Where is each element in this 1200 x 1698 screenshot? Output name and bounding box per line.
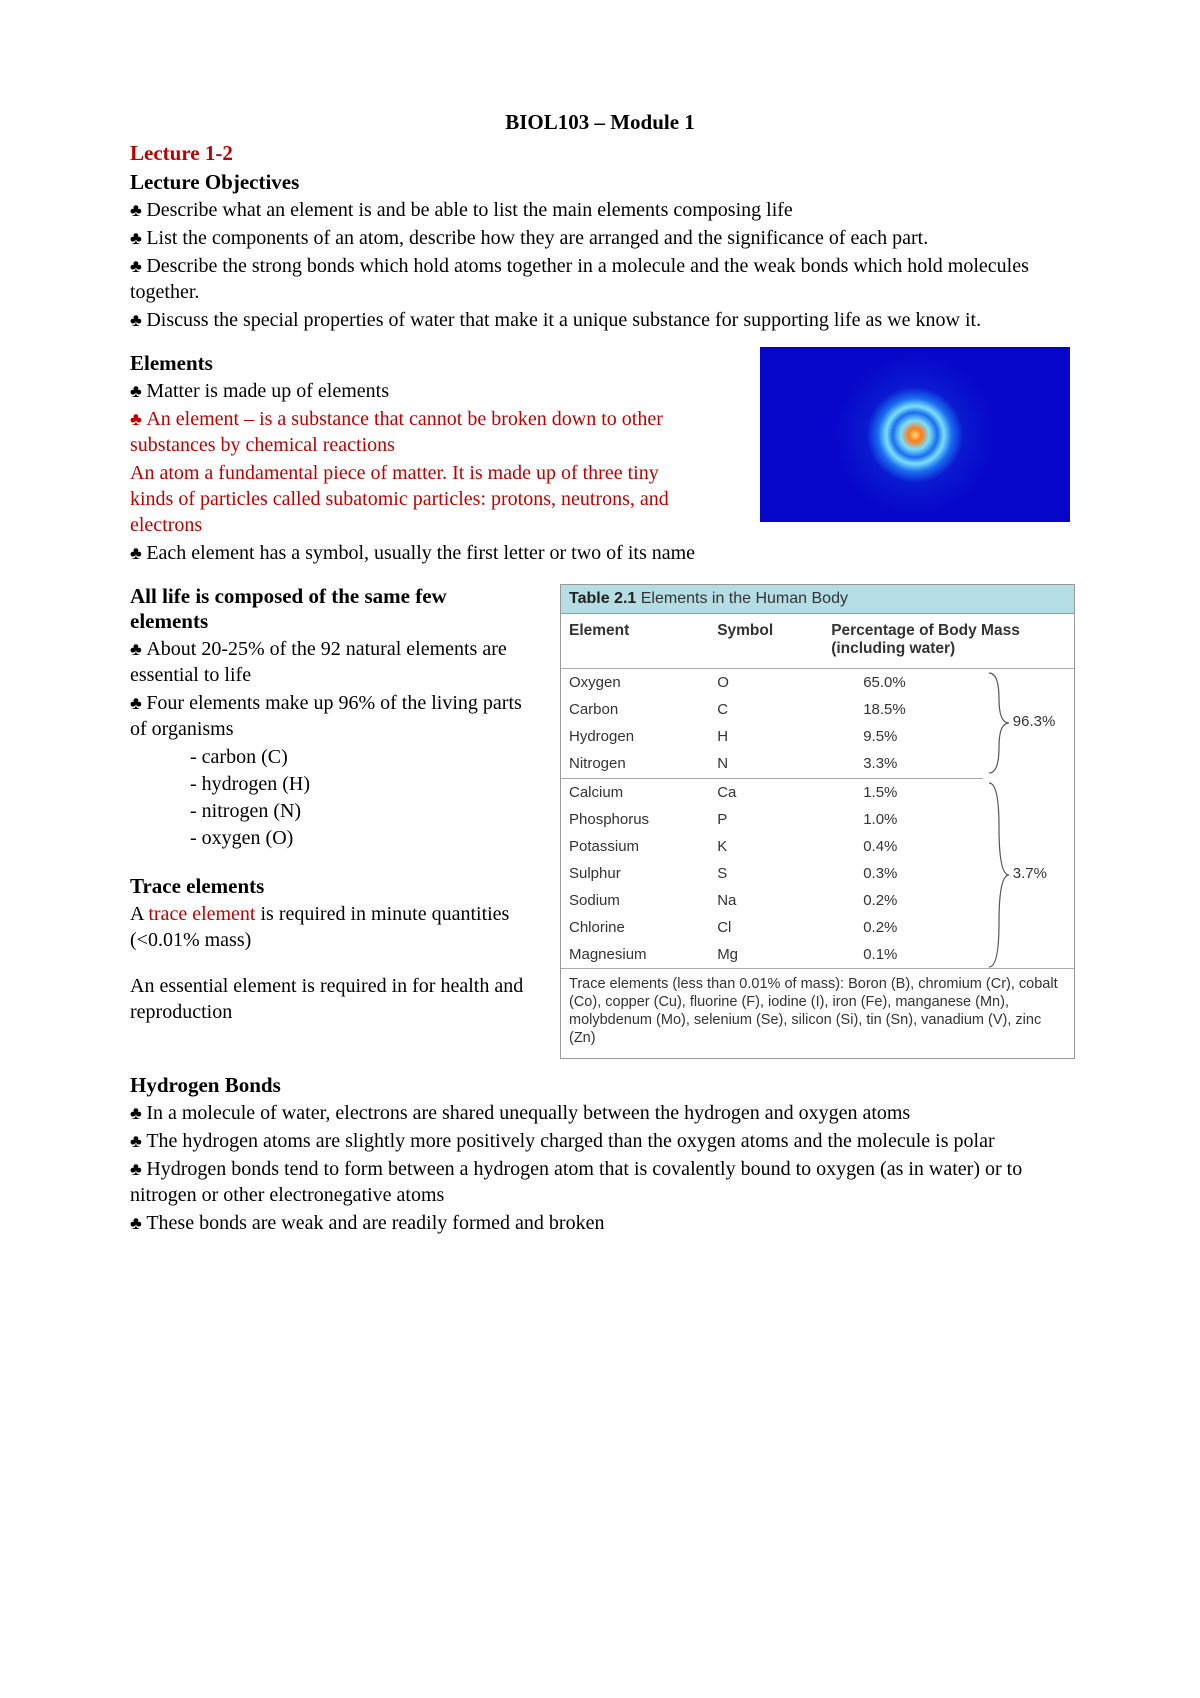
text-fragment: A [130, 903, 148, 925]
list-item: oxygen (O) [190, 825, 530, 852]
hbonds-bullet: Hydrogen bonds tend to form between a hy… [130, 1156, 1070, 1208]
col-header-element: Element [561, 614, 709, 669]
list-item: nitrogen (N) [190, 798, 530, 825]
col-header-symbol: Symbol [709, 614, 823, 669]
hbonds-bullet: These bonds are weak and are readily for… [130, 1210, 1070, 1236]
trace-elements-note: Trace elements (less than 0.01% of mass)… [561, 968, 1074, 1058]
hbonds-bullet: In a molecule of water, electrons are sh… [130, 1100, 1070, 1126]
table-row: OxygenO65.0% 96.3% [561, 669, 1074, 697]
hbonds-bullet: The hydrogen atoms are slightly more pos… [130, 1128, 1070, 1154]
elements-bullet: Matter is made up of elements [130, 378, 690, 404]
atom-definition: An atom a fundamental piece of matter. I… [130, 460, 690, 538]
life-composition-heading: All life is composed of the same few ele… [130, 584, 530, 634]
group-total: 3.7% [1013, 865, 1047, 882]
document-title: BIOL103 – Module 1 [130, 110, 1070, 135]
life-bullet: Four elements make up 96% of the living … [130, 690, 530, 742]
main-elements-list: carbon (C) hydrogen (H) nitrogen (N) oxy… [190, 744, 530, 852]
list-item: carbon (C) [190, 744, 530, 771]
essential-element-definition: An essential element is required in for … [130, 973, 530, 1025]
term-trace-element: trace element [148, 903, 255, 925]
lecture-number-heading: Lecture 1-2 [130, 141, 1070, 166]
table-title: Table 2.1 Elements in the Human Body [561, 585, 1074, 614]
trace-element-definition: A trace element is required in minute qu… [130, 901, 530, 953]
table-row: CalciumCa1.5% 3.7% [561, 779, 1074, 807]
document-page: BIOL103 – Module 1 Lecture 1-2 Lecture O… [130, 110, 1070, 1238]
elements-section: Elements Matter is made up of elements A… [130, 351, 1070, 566]
elements-bullet: Each element has a symbol, usually the f… [130, 540, 1070, 566]
text-fragment: An [146, 408, 175, 430]
group-total: 96.3% [1013, 713, 1056, 730]
elements-heading: Elements [130, 351, 690, 376]
trace-elements-heading: Trace elements [130, 874, 530, 899]
hydrogen-bonds-section: Hydrogen Bonds In a molecule of water, e… [130, 1073, 1070, 1236]
col-header-percentage: Percentage of Body Mass (including water… [823, 614, 1074, 669]
bracket-group-1: 96.3% [983, 669, 1074, 779]
table-number: Table 2.1 [569, 590, 636, 607]
life-composition-section: Table 2.1 Elements in the Human Body Ele… [130, 584, 1070, 1055]
atom-image [760, 347, 1070, 522]
objective-item: Discuss the special properties of water … [130, 307, 1070, 333]
elements-table: Table 2.1 Elements in the Human Body Ele… [560, 584, 1075, 1059]
life-bullet: About 20-25% of the 92 natural elements … [130, 636, 530, 688]
objective-item: Describe what an element is and be able … [130, 197, 1070, 223]
objectives-heading: Lecture Objectives [130, 170, 1070, 195]
table-title-text: Elements in the Human Body [636, 590, 848, 607]
elements-data-table: Element Symbol Percentage of Body Mass (… [561, 614, 1074, 968]
term-element: element [176, 408, 239, 430]
objective-item: List the components of an atom, describe… [130, 225, 1070, 251]
list-item: hydrogen (H) [190, 771, 530, 798]
objective-item: Describe the strong bonds which hold ato… [130, 253, 1070, 305]
hydrogen-bonds-heading: Hydrogen Bonds [130, 1073, 1070, 1098]
atom-svg [760, 347, 1070, 522]
elements-bullet: An element – is a substance that cannot … [130, 406, 690, 458]
bracket-group-2: 3.7% [983, 779, 1074, 969]
